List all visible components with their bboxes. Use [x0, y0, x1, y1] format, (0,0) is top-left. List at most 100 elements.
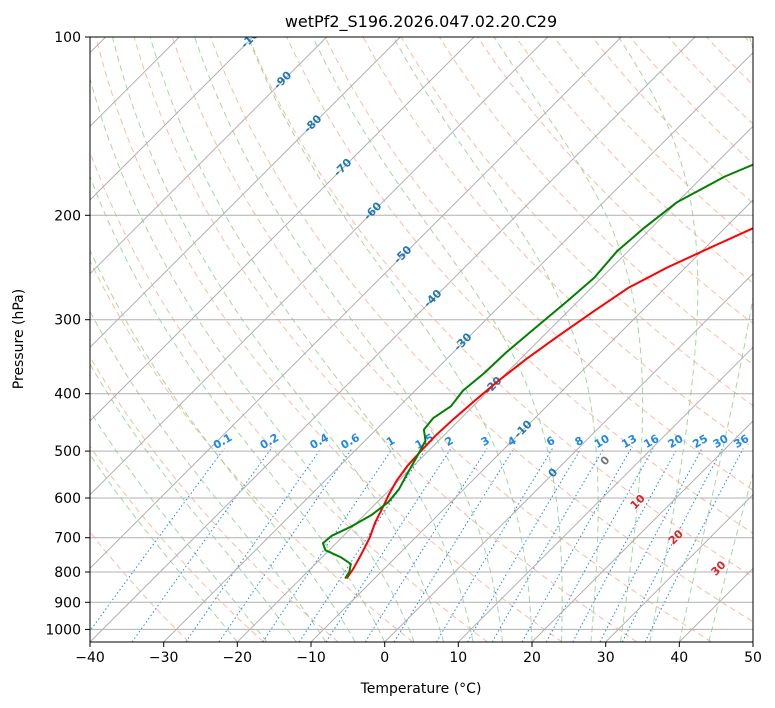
dry-adiabat-line — [400, 37, 753, 407]
isotherm-label: -90 — [271, 68, 294, 91]
isotherm-line — [90, 37, 549, 496]
y-axis-label: Pressure (hPa) — [11, 289, 27, 389]
mixing-ratio-label: 0.2 — [258, 431, 281, 452]
isotherm-line — [678, 567, 753, 642]
x-tick-label: 40 — [670, 650, 688, 666]
isotherm-line — [90, 37, 622, 570]
dry-adiabat-line — [90, 356, 339, 642]
mixing-ratio-line — [572, 448, 678, 642]
y-tick-label: 300 — [54, 313, 81, 329]
isotherm-line — [90, 37, 328, 275]
dry-adiabat-line — [668, 37, 753, 125]
moist-adiabat-line — [708, 471, 753, 642]
mixing-ratio-line — [521, 448, 632, 642]
isotherm-labels: -100-90-80-70-60-50-40-30-20-100 — [238, 37, 560, 480]
moist-adiabat-line — [312, 37, 563, 642]
dewpoint-profile-line — [321, 163, 753, 579]
isotherm-line — [310, 199, 753, 642]
sounding-profiles — [321, 163, 753, 579]
moist-adiabat-line — [678, 37, 753, 642]
plot-frame — [89, 36, 754, 643]
isotherms — [90, 37, 753, 642]
y-tick-label: 900 — [54, 595, 81, 611]
mixing-ratio-label: 30 — [711, 432, 731, 451]
y-tick-label: 500 — [54, 444, 81, 460]
mixing-ratio-line — [644, 448, 744, 642]
isotherm-line — [163, 51, 753, 642]
mixing-ratio-line — [599, 448, 703, 642]
y-tick-label: 100 — [54, 30, 81, 46]
mixing-ratio-labels: 0.1 0.2 0.4 0.6 1 1.5 2 3 4 6 8 10 13 16 20 25 30 36 — [211, 431, 752, 452]
mixing-ratio-line — [298, 448, 427, 642]
dry-adiabat-line — [90, 531, 190, 642]
mixing-ratio-line — [393, 448, 515, 642]
dry-adiabat-line — [90, 150, 488, 642]
y-tick-label: 1000 — [45, 622, 81, 638]
dry-adiabat-line — [210, 37, 753, 623]
moist-adiabat-line — [194, 37, 503, 642]
x-tick-label: −20 — [223, 650, 253, 666]
moist-adiabat-line — [149, 37, 474, 642]
moist-adiabat-line — [618, 37, 699, 642]
isotherm-line — [236, 125, 753, 642]
x-axis-ticks: −40 −30 −20 −10 0 10 20 30 40 50 — [75, 642, 762, 666]
y-tick-label: 200 — [54, 208, 81, 224]
x-tick-label: 30 — [597, 650, 615, 666]
isotherm-line — [605, 493, 753, 642]
mixing-ratio-line — [491, 448, 605, 642]
dry-adiabats — [90, 37, 753, 642]
dry-adiabat-line — [171, 37, 712, 642]
temperature-profile-line — [345, 227, 753, 579]
x-tick-label: 0 — [380, 650, 389, 666]
dry-adiabat-line — [591, 37, 753, 204]
isotherm-line — [752, 641, 753, 642]
mixing-ratio-label: 20 — [666, 432, 686, 451]
isotherm-line — [531, 420, 753, 642]
moist-adiabat-line — [90, 249, 356, 642]
x-tick-label: −10 — [296, 650, 326, 666]
moist-adiabats — [90, 37, 753, 642]
y-tick-label: 600 — [54, 491, 81, 507]
moist-adiabat-label: 30 — [709, 558, 729, 578]
x-tick-label: 10 — [449, 650, 467, 666]
y-tick-label: 800 — [54, 565, 81, 581]
dry-adiabat-line — [90, 259, 414, 642]
mixing-ratio-line — [435, 448, 553, 642]
mixing-ratio-label: 36 — [732, 432, 752, 451]
moist-adiabat-line — [493, 37, 644, 642]
mixing-ratio-line — [262, 448, 393, 642]
plot-area: -100-90-80-70-60-50-40-30-20-100 0.1 0.2 0… — [90, 37, 753, 642]
moist-adiabat-line — [247, 37, 533, 642]
mixing-ratio-label: 2 — [443, 434, 456, 449]
isotherm-line — [90, 37, 475, 422]
chart-title: wetPf2_S196.2026.047.02.20.C29 — [285, 12, 557, 32]
mixing-ratio-label: 8 — [573, 434, 586, 449]
x-tick-label: −40 — [75, 650, 105, 666]
isotherm-line — [457, 346, 753, 642]
moist-adiabat-line — [90, 76, 415, 642]
y-tick-label: 400 — [54, 387, 81, 403]
y-tick-label: 700 — [54, 531, 81, 547]
dry-adiabat-line — [515, 37, 753, 284]
dry-adiabat-line — [248, 37, 753, 578]
mixing-ratio-line — [90, 448, 225, 632]
moist-adiabat-label: 10 — [628, 492, 648, 512]
dry-adiabat-line — [133, 37, 638, 642]
dry-adiabat-line — [477, 37, 753, 325]
mixing-ratio-label: 6 — [544, 434, 557, 449]
mixing-ratio-label: 0.1 — [211, 431, 234, 452]
x-tick-label: 20 — [523, 650, 541, 666]
isotherm-line — [90, 37, 254, 201]
dry-adiabat-line — [629, 37, 753, 165]
isotherm-line — [384, 272, 753, 642]
mixing-ratio-line — [218, 448, 353, 642]
dry-adiabat-line — [744, 37, 753, 47]
x-tick-label: −30 — [149, 650, 179, 666]
mixing-ratio-label: 1 — [384, 434, 397, 449]
dry-adiabat-line — [90, 445, 264, 642]
moist-adiabat-label: 0 — [598, 453, 613, 468]
isotherm-line — [90, 37, 401, 349]
mixing-ratio-line — [185, 448, 322, 642]
x-tick-label: 50 — [744, 650, 762, 666]
